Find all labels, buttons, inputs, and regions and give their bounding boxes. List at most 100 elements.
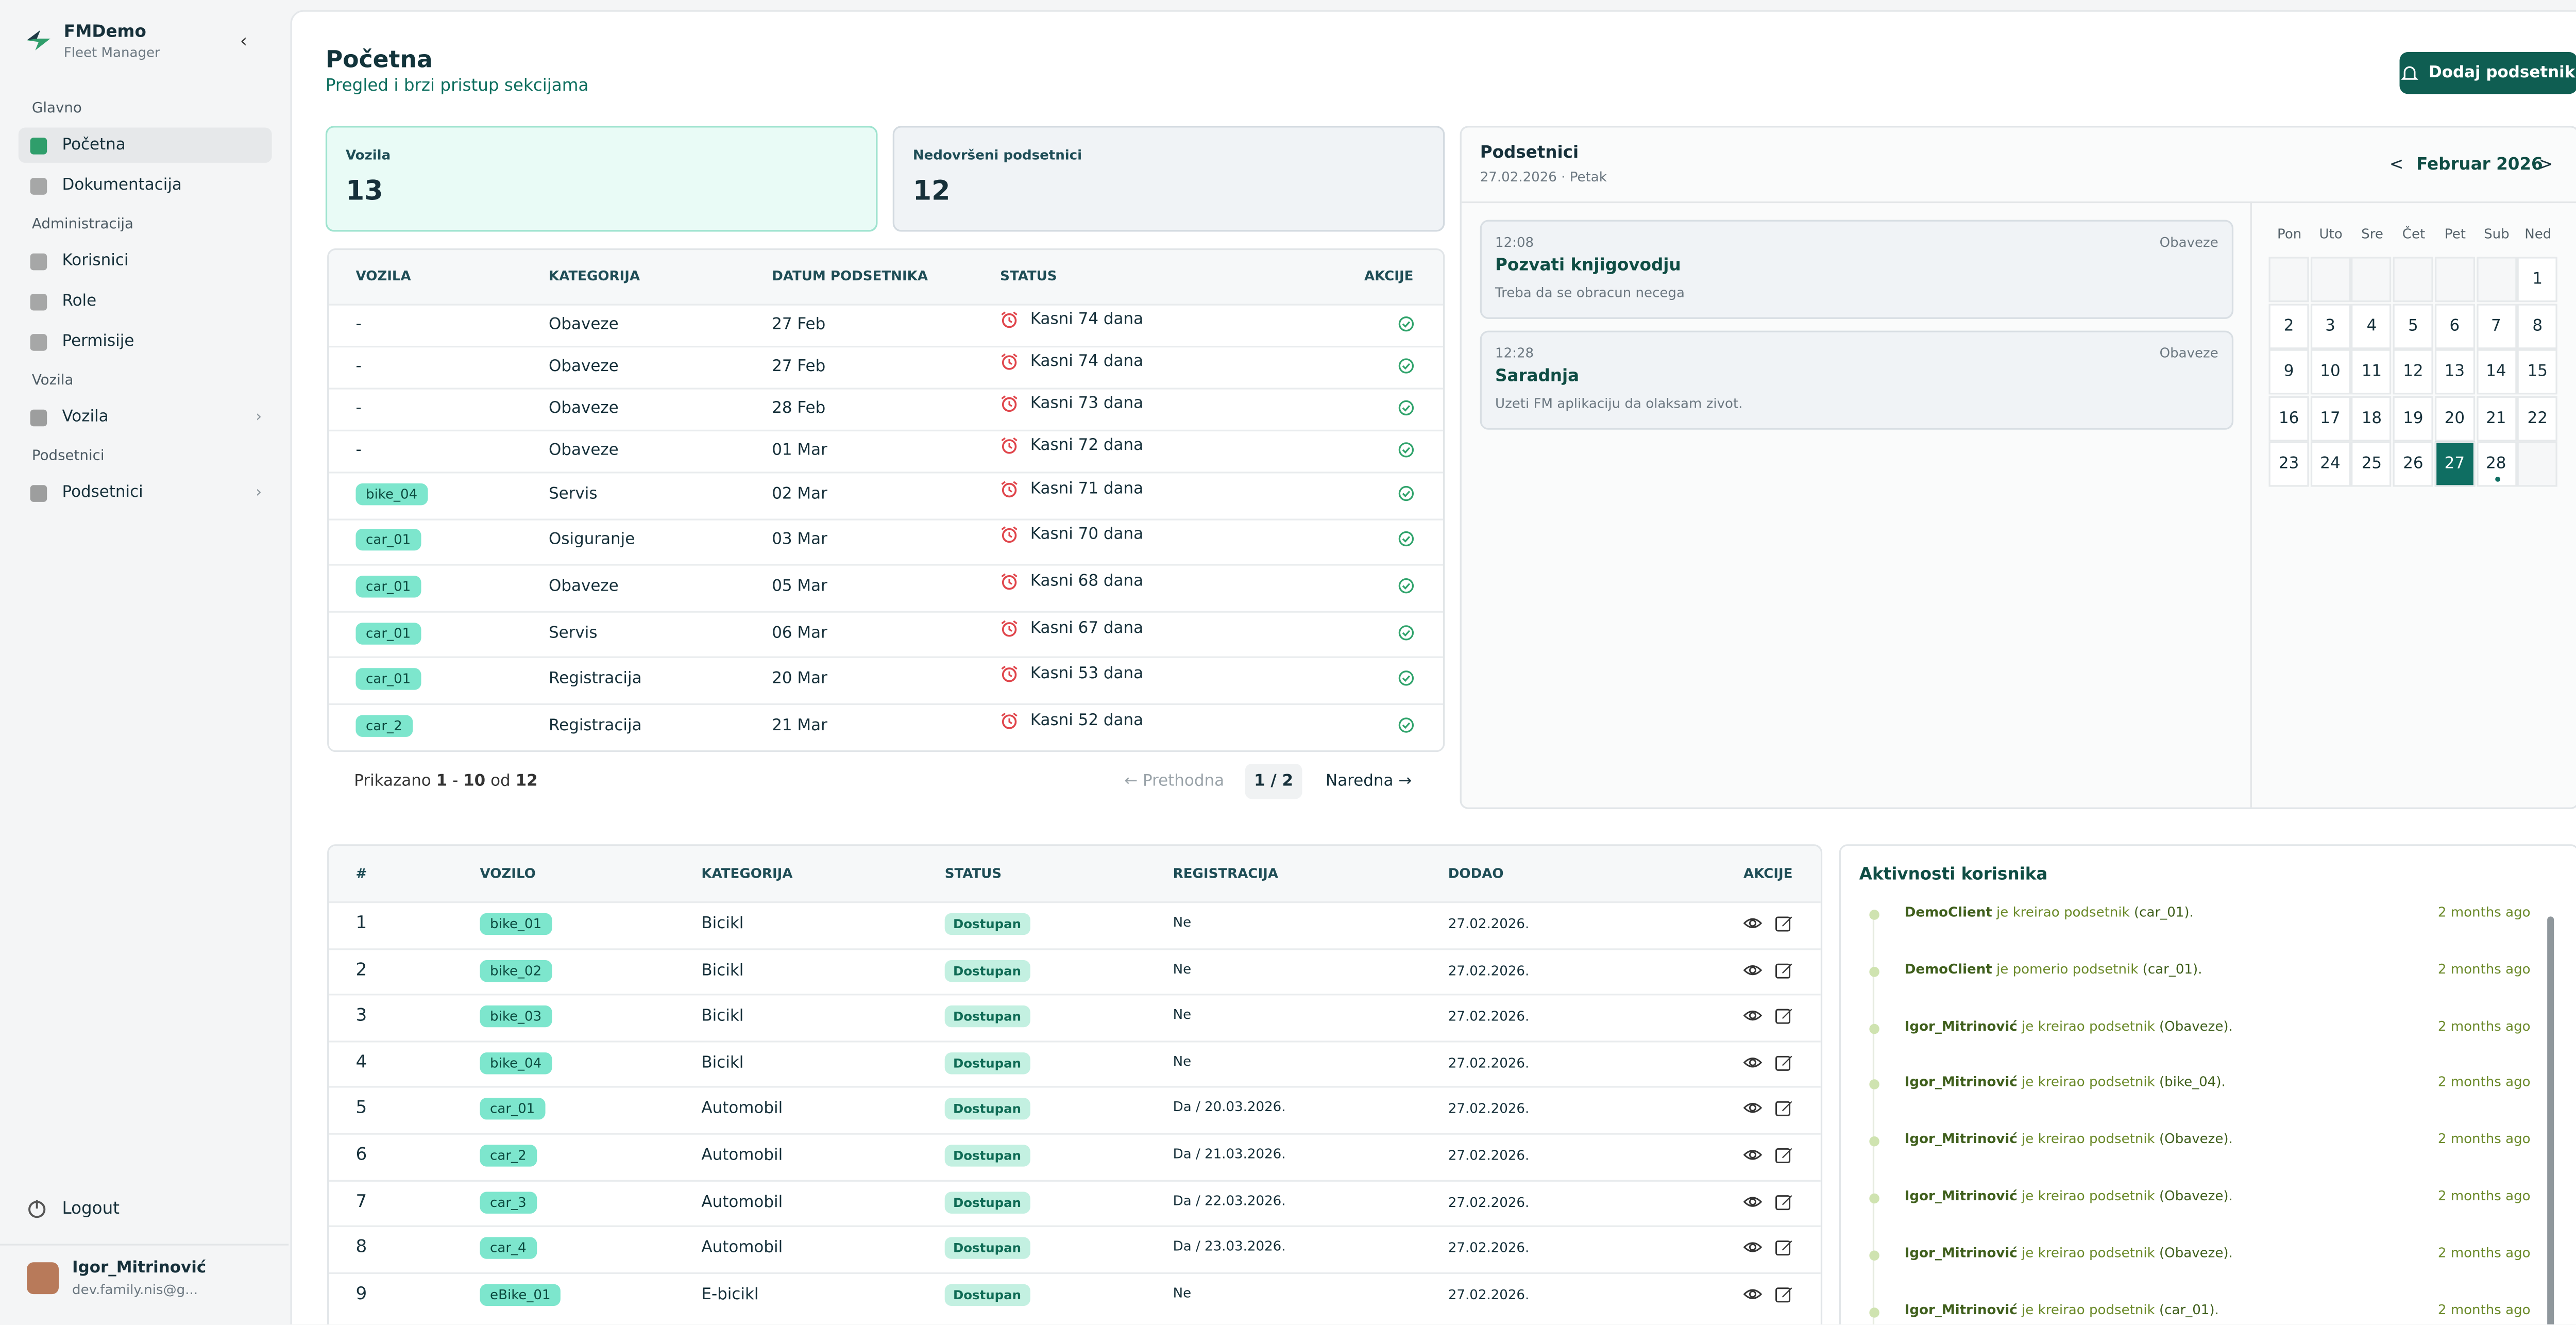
- calendar-day[interactable]: 19: [2393, 395, 2433, 441]
- vehicle-tag: car_2: [480, 1145, 537, 1167]
- calendar-day[interactable]: 24: [2310, 441, 2351, 487]
- view-action[interactable]: [1743, 1193, 1762, 1216]
- edit-action[interactable]: [1775, 961, 1794, 985]
- actions-cell: [1743, 961, 1794, 985]
- calendar-day[interactable]: 4: [2351, 303, 2392, 348]
- category-cell: Registracija: [549, 670, 642, 689]
- calendar-day[interactable]: 14: [2476, 349, 2516, 395]
- complete-action[interactable]: [1398, 315, 1415, 337]
- view-action[interactable]: [1743, 915, 1762, 938]
- vehicle-tag: eBike_01: [480, 1283, 561, 1306]
- calendar-day[interactable]: 15: [2517, 349, 2558, 395]
- complete-action[interactable]: [1398, 670, 1415, 692]
- index-cell: 7: [355, 1191, 367, 1212]
- row-divider: [329, 1179, 1821, 1181]
- calendar-day[interactable]: 2: [2268, 303, 2309, 348]
- calendar-day[interactable]: 22: [2517, 395, 2558, 441]
- view-action[interactable]: [1743, 1054, 1762, 1078]
- alarm-icon: [1001, 619, 1018, 636]
- view-action[interactable]: [1743, 1239, 1762, 1263]
- calendar-day[interactable]: 5: [2393, 303, 2433, 348]
- edit-action[interactable]: [1775, 1239, 1794, 1263]
- complete-action[interactable]: [1398, 624, 1415, 645]
- complete-action[interactable]: [1398, 716, 1415, 738]
- collapse-button[interactable]: ‹: [240, 30, 248, 52]
- activity-text: Igor_Mitrinović je kreirao podsetnik (Ob…: [1905, 1188, 2233, 1203]
- complete-action[interactable]: [1398, 441, 1415, 462]
- calendar-prev[interactable]: <: [2389, 156, 2404, 175]
- actions-cell: [1743, 1008, 1794, 1031]
- calendar-day[interactable]: 25: [2351, 441, 2392, 487]
- calendar-day[interactable]: 28: [2476, 441, 2516, 487]
- calendar-day[interactable]: 18: [2351, 395, 2392, 441]
- reminder-card[interactable]: 12:08 Obaveze Pozvati knjigovodju Treba da …: [1480, 220, 2234, 319]
- calendar-day[interactable]: 12: [2393, 349, 2433, 395]
- calendar-empty: [2476, 257, 2516, 303]
- table-header: [329, 846, 1821, 902]
- nav-label: Dokumentacija: [62, 176, 182, 195]
- calendar-day[interactable]: 7: [2476, 303, 2516, 348]
- complete-action[interactable]: [1398, 399, 1415, 421]
- view-action[interactable]: [1743, 1147, 1762, 1170]
- edit-action[interactable]: [1775, 1193, 1794, 1216]
- view-action[interactable]: [1743, 1100, 1762, 1124]
- calendar-day[interactable]: 21: [2476, 395, 2516, 441]
- reminder-text: Treba da se obracun necega: [1495, 285, 1685, 301]
- pagination-info: Prikazano 1 - 10 od 12: [354, 772, 537, 791]
- calendar-day[interactable]: 23: [2268, 441, 2309, 487]
- category-cell: Automobil: [701, 1100, 783, 1119]
- row-divider: [329, 1226, 1821, 1228]
- calendar-day[interactable]: 20: [2434, 395, 2475, 441]
- calendar-day[interactable]: 16: [2268, 395, 2309, 441]
- add-reminder-button[interactable]: Dodaj podsetnik: [2399, 52, 2576, 94]
- nav-icon: [30, 177, 47, 194]
- activity-user: Igor_Mitrinović: [1904, 1075, 2018, 1091]
- complete-action[interactable]: [1398, 357, 1415, 378]
- calendar-month: Februar 2026: [2416, 156, 2543, 175]
- complete-action[interactable]: [1398, 577, 1415, 599]
- vehicle-cell: bike_02: [480, 959, 552, 982]
- status-cell: Dostupan: [944, 1005, 1030, 1028]
- activity-target: (Obaveze).: [2159, 1188, 2233, 1204]
- nav-item[interactable]: Početna: [18, 127, 272, 163]
- nav-item[interactable]: Vozila ›: [19, 399, 272, 434]
- edit-action[interactable]: [1775, 1100, 1794, 1124]
- view-action[interactable]: [1743, 961, 1762, 985]
- calendar-day[interactable]: 10: [2310, 349, 2351, 395]
- edit-action[interactable]: [1775, 1008, 1794, 1031]
- prev-button[interactable]: ← Prethodna: [1124, 772, 1225, 791]
- edit-action[interactable]: [1775, 1285, 1794, 1309]
- nav-item[interactable]: Permisije: [19, 324, 272, 359]
- calendar-next[interactable]: >: [2538, 156, 2553, 175]
- stat-label: Nedovršeni podsetnici: [912, 147, 1082, 163]
- done-icon: [1398, 670, 1414, 686]
- logout[interactable]: Logout: [27, 1199, 120, 1219]
- calendar-day[interactable]: 9: [2268, 349, 2309, 395]
- calendar-day[interactable]: 13: [2434, 349, 2475, 395]
- calendar-day[interactable]: 27: [2434, 441, 2475, 487]
- calendar-day[interactable]: 17: [2310, 395, 2351, 441]
- reminder-card[interactable]: 12:28 Obaveze Saradnja Uzeti FM aplikaciju …: [1480, 330, 2234, 430]
- nav-item[interactable]: Korisnici: [19, 243, 272, 278]
- calendar-day[interactable]: 3: [2310, 303, 2351, 348]
- complete-action[interactable]: [1398, 531, 1415, 552]
- calendar-day[interactable]: 6: [2434, 303, 2475, 348]
- calendar-day[interactable]: 1: [2517, 257, 2558, 303]
- vehicle-cell: car_01: [355, 668, 421, 691]
- activity-target: (Obaveze).: [2159, 1018, 2233, 1034]
- edit-action[interactable]: [1775, 915, 1794, 938]
- next-button[interactable]: Naredna →: [1326, 772, 1412, 791]
- view-action[interactable]: [1743, 1008, 1762, 1031]
- calendar-day[interactable]: 26: [2393, 441, 2433, 487]
- nav-item[interactable]: Dokumentacija: [19, 168, 272, 203]
- nav-item[interactable]: Podsetnici ›: [19, 475, 272, 510]
- calendar-day[interactable]: 11: [2351, 349, 2392, 395]
- view-action[interactable]: [1743, 1285, 1762, 1309]
- complete-action[interactable]: [1398, 485, 1415, 507]
- user-email: dev.family.nis@g...: [72, 1282, 198, 1298]
- edit-action[interactable]: [1775, 1147, 1794, 1170]
- nav-item[interactable]: Role: [19, 283, 272, 318]
- edit-action[interactable]: [1775, 1054, 1794, 1078]
- alarm-icon: [1001, 480, 1018, 497]
- calendar-day[interactable]: 8: [2517, 303, 2558, 348]
